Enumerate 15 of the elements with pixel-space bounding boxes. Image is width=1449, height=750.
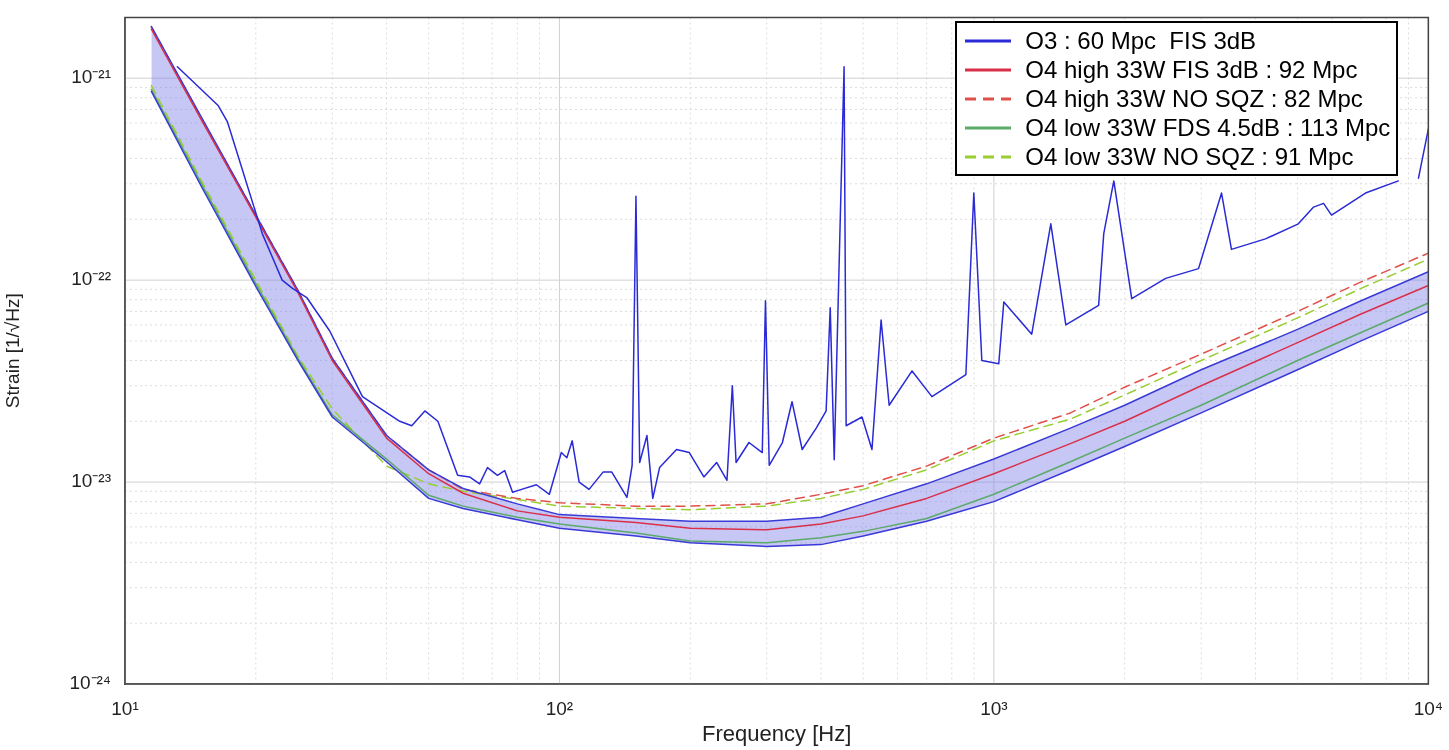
legend-label: O4 high 33W FIS 3dB : 92 Mpc (1025, 55, 1358, 85)
legend-label: O4 low 33W FDS 4.5dB : 113 Mpc (1025, 113, 1391, 143)
x-tick-label: 10⁴ (1413, 697, 1444, 719)
legend-label: O3 : 60 Mpc FIS 3dB (1025, 26, 1257, 56)
x-tick-label: 10³ (980, 697, 1008, 719)
y-axis-title: Strain [1/√Hz] (1, 293, 23, 409)
x-tick-label: 10² (545, 697, 574, 719)
legend-label: O4 high 33W NO SQZ : 82 Mpc (1025, 84, 1363, 114)
y-tick-label: 10⁻²³ (71, 470, 111, 492)
legend-label: O4 low 33W NO SQZ : 91 Mpc (1025, 142, 1354, 172)
x-tick-label: 10¹ (111, 697, 139, 719)
x-axis-title: Frequency [Hz] (702, 720, 852, 746)
y-tick-label: 10⁻²⁴ (69, 672, 111, 694)
y-tick-label: 10⁻²² (71, 268, 111, 290)
y-tick-label: 10⁻²¹ (71, 66, 111, 88)
